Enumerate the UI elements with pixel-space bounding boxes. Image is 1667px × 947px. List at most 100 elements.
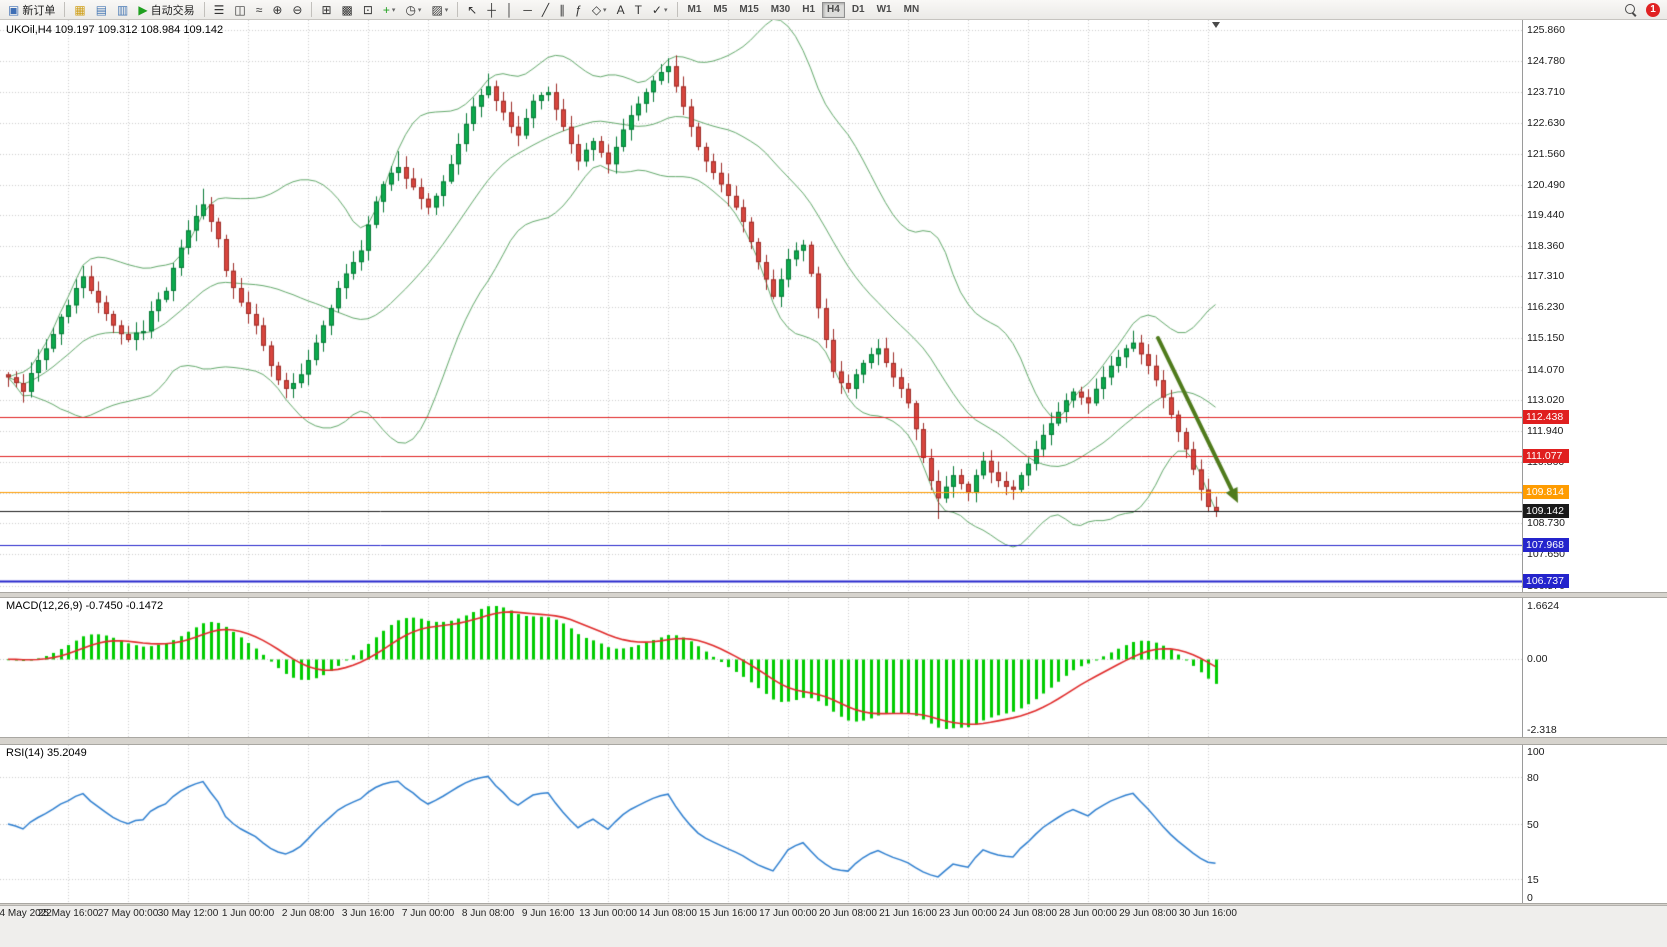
cursor-tool-button[interactable]: ↖ xyxy=(463,1,481,19)
toolbar-separator xyxy=(457,2,459,17)
timeframe-m5-button[interactable]: M5 xyxy=(713,4,728,15)
new-order-icon: ▣ xyxy=(8,2,20,17)
market-watch-button[interactable]: ▥ xyxy=(113,1,132,19)
notification-badge[interactable]: 1 xyxy=(1646,2,1660,17)
macd-chart-canvas[interactable] xyxy=(0,598,1522,737)
shapes-tool-icon: ◇ xyxy=(591,2,602,17)
price-tick-label: 125.860 xyxy=(1527,24,1565,36)
line-chart-icon: ≈ xyxy=(255,2,263,17)
time-axis-label: 15 Jun 16:00 xyxy=(699,908,757,919)
time-axis-label: 24 Jun 08:00 xyxy=(999,908,1057,919)
time-axis-label: 28 Jun 00:00 xyxy=(1059,908,1117,919)
time-axis-label: 29 Jun 08:00 xyxy=(1119,908,1177,919)
cursor-tool-icon: ↖ xyxy=(467,2,478,17)
tile-windows-icon: ⊞ xyxy=(321,2,332,17)
price-level-box: 109.814 xyxy=(1523,485,1569,500)
trendline-tool-button[interactable]: ╱ xyxy=(538,1,553,19)
price-tick-label: 108.730 xyxy=(1527,517,1565,530)
auto-trading-button[interactable]: ▶ 自动交易 xyxy=(134,1,198,19)
rsi-panel xyxy=(0,745,1522,903)
panel-splitter[interactable] xyxy=(0,737,1667,745)
channel-tool-button[interactable]: ∥ xyxy=(555,1,569,19)
panel-splitter[interactable] xyxy=(0,592,1667,598)
price-level-box: 107.968 xyxy=(1523,538,1569,553)
toolbar-separator xyxy=(311,2,313,17)
timeframe-w1-button[interactable]: W1 xyxy=(876,4,892,15)
text-tool-icon: A xyxy=(616,2,625,17)
zoom-in-button[interactable]: ⊕ xyxy=(268,1,286,19)
time-axis-label: 21 Jun 16:00 xyxy=(879,908,937,919)
chevron-down-icon: ▾ xyxy=(663,6,668,14)
timeframe-d1-button[interactable]: D1 xyxy=(851,4,865,15)
macd-scale-zero: 0.00 xyxy=(1527,653,1548,666)
rsi-scale-label: 15 xyxy=(1527,874,1539,887)
fibonacci-tool-button[interactable]: ƒ xyxy=(571,1,586,19)
crosshair-tool-button[interactable]: ┼ xyxy=(483,1,500,19)
chart-shift-marker[interactable] xyxy=(1212,22,1220,28)
line-chart-button[interactable]: ≈ xyxy=(252,1,267,19)
templates-button[interactable]: ▨ ▾ xyxy=(427,1,452,19)
horizontal-line-tool-button[interactable]: ─ xyxy=(519,1,536,19)
macd-scale-min: -2.318 xyxy=(1527,724,1557,736)
tile-windows-button[interactable]: ⊞ xyxy=(317,1,335,19)
price-tick-label: 122.630 xyxy=(1527,117,1565,130)
indicators-button[interactable]: + ▾ xyxy=(379,1,400,19)
time-axis-label: 20 Jun 08:00 xyxy=(819,908,877,919)
auto-trading-label: 自动交易 xyxy=(150,4,195,17)
periods-icon: ◷ xyxy=(405,2,416,17)
cascade-windows-button[interactable]: ▩ xyxy=(338,1,357,19)
timeframe-m1-button[interactable]: M1 xyxy=(687,4,702,15)
price-chart-panel xyxy=(0,20,1522,592)
periods-button[interactable]: ◷ ▾ xyxy=(401,1,425,19)
timeframe-m15-button[interactable]: M15 xyxy=(739,4,759,15)
time-axis-label: 30 May 12:00 xyxy=(157,908,219,919)
time-axis-label: 25 May 16:00 xyxy=(37,908,99,919)
price-axis[interactable]: 125.860 124.780 123.710 122.630 121.560 120.4… xyxy=(1522,20,1667,904)
profiles-button[interactable]: ▤ xyxy=(92,1,111,19)
timeframe-h4-button[interactable]: H4 xyxy=(822,1,845,18)
arrows-tool-icon: ✓ xyxy=(651,2,662,17)
price-tick-label: 119.440 xyxy=(1527,208,1565,221)
profiles-icon: ▤ xyxy=(95,2,108,17)
timeframe-h1-button[interactable]: H1 xyxy=(802,4,816,15)
macd-scale-max: 1.6624 xyxy=(1527,600,1560,612)
new-chart-button[interactable]: ⊡ xyxy=(359,1,377,19)
new-order-button[interactable]: ▣ 新订单 xyxy=(4,1,59,19)
chart-wizard-button[interactable]: ▦ xyxy=(70,1,89,19)
search-icon[interactable] xyxy=(1624,3,1638,17)
time-axis-label: 9 Jun 16:00 xyxy=(521,908,575,919)
panel-splitter[interactable] xyxy=(0,903,1667,905)
text-tool-button[interactable]: A xyxy=(613,1,629,19)
price-tick-label: 123.710 xyxy=(1527,85,1565,98)
rsi-chart-canvas[interactable] xyxy=(0,745,1522,903)
rsi-scale-label: 100 xyxy=(1527,746,1545,758)
timeframe-m30-button[interactable]: M30 xyxy=(770,4,791,15)
vertical-line-tool-button[interactable]: │ xyxy=(502,1,518,19)
toolbar-separator xyxy=(203,2,205,17)
shapes-tool-button[interactable]: ◇ ▾ xyxy=(588,1,611,19)
chevron-down-icon: ▾ xyxy=(603,6,607,14)
candlestick-chart-button[interactable]: ◫ xyxy=(230,1,249,19)
rsi-indicator-label: RSI(14) 35.2049 xyxy=(6,747,87,759)
bar-chart-button[interactable]: ☰ xyxy=(210,1,229,19)
arrows-tool-button[interactable]: ✓ ▾ xyxy=(648,1,672,19)
chart-wizard-icon: ▦ xyxy=(74,2,86,17)
chart-ohlc-header: UKOil,H4 109.197 109.312 108.984 109.142 xyxy=(6,24,224,36)
new-order-label: 新订单 xyxy=(22,4,56,17)
time-axis-label: 7 Jun 00:00 xyxy=(401,908,455,919)
zoom-out-button[interactable]: ⊖ xyxy=(288,1,306,19)
auto-trading-icon: ▶ xyxy=(138,2,148,17)
price-tick-label: 121.560 xyxy=(1527,147,1565,160)
label-tool-button[interactable]: T xyxy=(631,1,646,19)
price-tick-label: 117.310 xyxy=(1527,270,1565,283)
templates-icon: ▨ xyxy=(431,2,443,17)
price-level-box: 111.077 xyxy=(1523,448,1569,463)
candlestick-chart-canvas[interactable] xyxy=(0,20,1522,592)
cascade-windows-icon: ▩ xyxy=(341,2,353,17)
bar-chart-icon: ☰ xyxy=(213,2,225,17)
price-level-box: 106.737 xyxy=(1523,573,1569,588)
timeframe-mn-button[interactable]: MN xyxy=(903,4,920,15)
zoom-out-icon: ⊖ xyxy=(292,2,303,17)
